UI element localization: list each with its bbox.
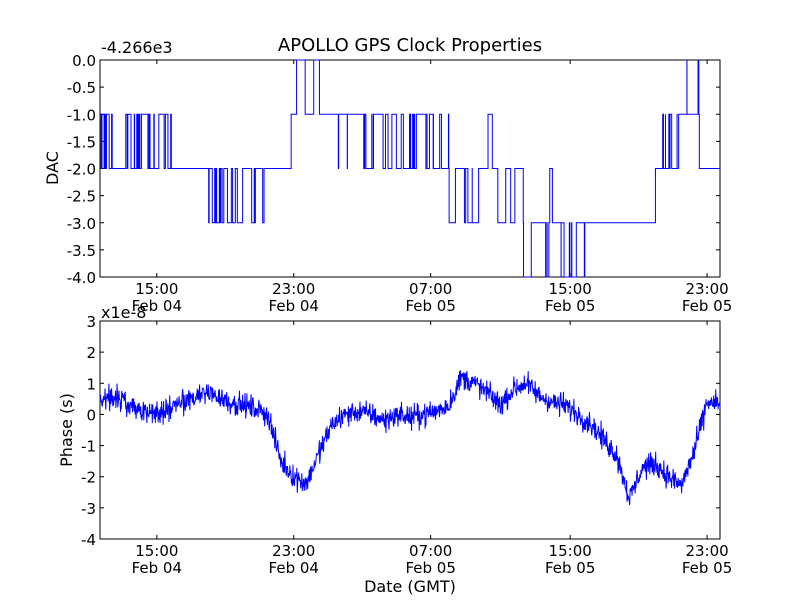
x-tick-date-label: Feb 05 (405, 559, 455, 577)
x-tick-time-label: 15:00 (135, 280, 178, 298)
dac-y-axis-label: DAC (43, 151, 62, 185)
x-tick-date-label: Feb 04 (132, 559, 182, 577)
y-tick-label: -2 (81, 469, 96, 487)
phase-y-axis-label: Phase (s) (57, 393, 76, 467)
x-tick-date-label: Feb 05 (682, 559, 732, 577)
y-tick-label: -2.0 (67, 161, 96, 179)
x-tick-time-label: 23:00 (272, 280, 315, 298)
y-tick-label: -3.0 (67, 215, 96, 233)
y-tick-label: 2 (86, 344, 96, 362)
y-tick-label: 0 (86, 406, 96, 424)
x-tick-date-label: Feb 04 (132, 297, 182, 315)
y-tick-label: -1.0 (67, 106, 96, 124)
dac-y-ticks: -4.0 -3.5 -3.0 -2.5 -2.0 -1.5 -1.0 -0.5 0.0 (67, 52, 720, 287)
phase-offset-label: x1e-8 (101, 303, 146, 322)
chart-title: APOLLO GPS Clock Properties (278, 35, 542, 56)
y-tick-label: -4.0 (67, 269, 96, 287)
y-tick-label: -3.5 (67, 242, 96, 260)
y-tick-label: -2.5 (67, 188, 96, 206)
x-tick-date-label: Feb 05 (405, 297, 455, 315)
y-tick-label: -1 (81, 438, 96, 456)
phase-y-ticks: -4 -3 -2 -1 0 1 2 3 (81, 313, 720, 549)
y-tick-label: -4 (81, 531, 96, 549)
x-tick-time-label: 23:00 (272, 542, 315, 560)
x-tick-date-label: Feb 05 (545, 297, 595, 315)
x-tick-time-label: 15:00 (549, 280, 592, 298)
phase-series-line (99, 370, 721, 506)
x-tick-date-label: Feb 05 (682, 297, 732, 315)
y-tick-label: 0.0 (72, 52, 96, 70)
x-tick-time-label: 07:00 (409, 542, 452, 560)
x-tick-time-label: 15:00 (135, 542, 178, 560)
x-axis-label: Date (GMT) (364, 577, 456, 596)
x-tick-date-label: Feb 05 (545, 559, 595, 577)
x-tick-time-label: 07:00 (409, 280, 452, 298)
y-tick-label: 1 (86, 375, 96, 393)
x-tick-time-label: 23:00 (685, 280, 728, 298)
x-tick-date-label: Feb 04 (269, 559, 319, 577)
x-tick-time-label: 15:00 (549, 542, 592, 560)
phase-plot-area (99, 320, 721, 540)
dac-series-line (100, 59, 720, 278)
y-tick-label: -3 (81, 500, 96, 518)
y-tick-label: -0.5 (67, 79, 96, 97)
x-tick-date-label: Feb 04 (269, 297, 319, 315)
y-tick-label: 3 (86, 313, 96, 331)
dac-panel: -4.266e3 DAC -4.0 -3.5 -3.0 -2.5 -2.0 -1.5 -1.… (43, 38, 732, 315)
x-tick-time-label: 23:00 (685, 542, 728, 560)
y-tick-label: -1.5 (67, 133, 96, 151)
dac-offset-label: -4.266e3 (101, 38, 173, 57)
